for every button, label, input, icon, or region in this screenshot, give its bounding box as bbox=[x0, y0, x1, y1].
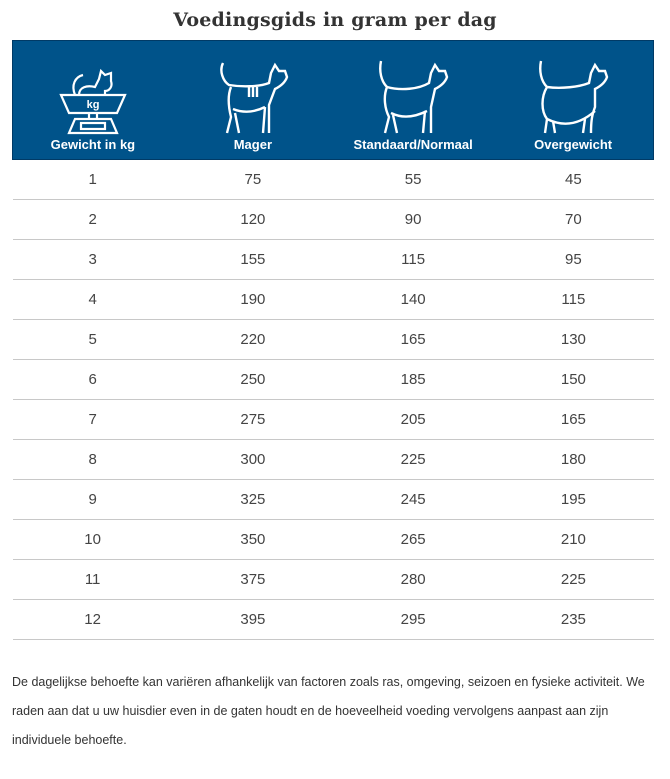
normal-cell: 55 bbox=[333, 159, 494, 200]
feeding-note: De dagelijkse behoefte kan variëren afha… bbox=[12, 675, 645, 747]
overweight-cell: 210 bbox=[493, 519, 654, 560]
overweight-cell: 115 bbox=[493, 279, 654, 320]
overweight-cell: 70 bbox=[493, 199, 654, 240]
column-label: Overgewicht bbox=[534, 137, 613, 152]
weight-cell: 11 bbox=[12, 559, 173, 600]
page-title: Voedingsgids in gram per dag bbox=[173, 9, 497, 31]
column-header-thin: Mager bbox=[172, 40, 333, 160]
normal-cell: 265 bbox=[333, 519, 494, 560]
normal-cell: 115 bbox=[333, 239, 494, 280]
normal-cat-icon bbox=[379, 60, 449, 134]
table-row: 3 155 115 95 bbox=[12, 239, 654, 280]
normal-cell: 280 bbox=[333, 559, 494, 600]
table-row: 4 190 140 115 bbox=[12, 279, 654, 320]
overweight-cell: 180 bbox=[493, 439, 654, 480]
overweight-cell: 225 bbox=[493, 559, 654, 600]
overweight-cell: 195 bbox=[493, 479, 654, 520]
overweight-cell: 235 bbox=[493, 599, 654, 640]
thin-cell: 120 bbox=[172, 199, 333, 240]
thin-cat-icon bbox=[220, 62, 289, 134]
weight-cell: 2 bbox=[12, 199, 173, 240]
normal-cell: 295 bbox=[333, 599, 494, 640]
svg-text:kg: kg bbox=[86, 99, 99, 111]
weight-cell: 6 bbox=[12, 359, 173, 400]
column-label: Standaard/Normaal bbox=[353, 137, 473, 152]
overweight-cell: 130 bbox=[493, 319, 654, 360]
weight-cell: 12 bbox=[12, 599, 173, 640]
normal-cell: 205 bbox=[333, 399, 494, 440]
overweight-cat-icon bbox=[539, 60, 609, 134]
table-row: 8 300 225 180 bbox=[12, 439, 654, 480]
weight-cell: 4 bbox=[12, 279, 173, 320]
column-label: Mager bbox=[233, 137, 273, 152]
table-row: 11 375 280 225 bbox=[12, 559, 654, 600]
cat-on-scale-icon: kg bbox=[59, 68, 127, 135]
weight-cell: 7 bbox=[12, 399, 173, 440]
weight-cell: 1 bbox=[12, 159, 173, 200]
table-row: 6 250 185 150 bbox=[12, 359, 654, 400]
thin-cell: 325 bbox=[172, 479, 333, 520]
column-header-weight: kg Gewicht in kg bbox=[11, 40, 173, 160]
weight-cell: 9 bbox=[12, 479, 173, 520]
table-row: 9 325 245 195 bbox=[12, 479, 654, 520]
thin-cell: 190 bbox=[172, 279, 333, 320]
column-header-overweight: Overgewicht bbox=[493, 40, 655, 160]
table-row: 1 75 55 45 bbox=[12, 159, 654, 200]
thin-cell: 350 bbox=[172, 519, 333, 560]
normal-cell: 90 bbox=[333, 199, 494, 240]
normal-cell: 245 bbox=[333, 479, 494, 520]
table-row: 12 395 295 235 bbox=[12, 599, 654, 640]
overweight-cell: 150 bbox=[493, 359, 654, 400]
overweight-cell: 45 bbox=[493, 159, 654, 200]
thin-cell: 395 bbox=[172, 599, 333, 640]
column-header-normal: Standaard/Normaal bbox=[333, 40, 494, 160]
table-header-row: kg Gewicht in kg Mager Standaard/Normaal bbox=[11, 40, 655, 160]
overweight-cell: 95 bbox=[493, 239, 654, 280]
normal-cell: 225 bbox=[333, 439, 494, 480]
table-row: 7 275 205 165 bbox=[12, 399, 654, 440]
weight-cell: 3 bbox=[12, 239, 173, 280]
weight-cell: 5 bbox=[12, 319, 173, 360]
thin-cell: 155 bbox=[172, 239, 333, 280]
thin-cell: 250 bbox=[172, 359, 333, 400]
weight-cell: 8 bbox=[12, 439, 173, 480]
column-label: Gewicht in kg bbox=[50, 137, 136, 152]
table-row: 10 350 265 210 bbox=[12, 519, 654, 560]
thin-cell: 75 bbox=[172, 159, 333, 200]
table-row: 2 120 90 70 bbox=[12, 199, 654, 240]
normal-cell: 165 bbox=[333, 319, 494, 360]
feeding-table: kg Gewicht in kg Mager Standaard/Normaal bbox=[11, 40, 655, 640]
normal-cell: 140 bbox=[333, 279, 494, 320]
overweight-cell: 165 bbox=[493, 399, 654, 440]
table-row: 5 220 165 130 bbox=[12, 319, 654, 360]
thin-cell: 375 bbox=[172, 559, 333, 600]
normal-cell: 185 bbox=[333, 359, 494, 400]
thin-cell: 300 bbox=[172, 439, 333, 480]
weight-cell: 10 bbox=[12, 519, 173, 560]
thin-cell: 275 bbox=[172, 399, 333, 440]
thin-cell: 220 bbox=[172, 319, 333, 360]
